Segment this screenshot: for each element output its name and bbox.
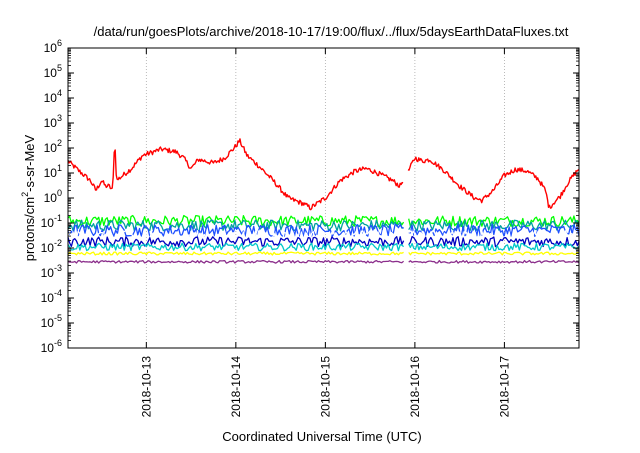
y-tick-label: 101: [44, 163, 62, 180]
series-line: [67, 219, 404, 232]
y-tick-label: 10-6: [41, 338, 62, 355]
y-tick-label: 104: [44, 88, 62, 105]
grid-lines: [145, 48, 505, 348]
series-layer: [67, 138, 580, 264]
series-line: [67, 214, 405, 228]
x-axis-label: Coordinated Universal Time (UTC): [222, 429, 421, 444]
series-0: [67, 138, 580, 211]
plot-frame: [67, 47, 580, 349]
y-axis-label-rest: -s-sr-MeV: [22, 134, 37, 191]
series-line: [67, 242, 405, 252]
series-line: [408, 259, 580, 264]
y-tick-label: 10-4: [41, 288, 62, 305]
series-line: [67, 251, 404, 256]
y-tick-label: 105: [44, 63, 62, 80]
y-tick-label: 103: [44, 113, 62, 130]
series-line: [67, 138, 404, 211]
y-axis-label-main: protons/cm: [22, 197, 37, 261]
series-line: [408, 251, 580, 256]
axis-ticks: 10-6 10-5 10-4 10-3 10-2 10-1 100 101 102 103 104 1…: [41, 38, 579, 417]
x-tick-label: 2018-10-14: [229, 356, 243, 418]
y-tick-label: 10-5: [41, 313, 62, 330]
series-2: [67, 219, 580, 232]
series-line: [67, 259, 405, 264]
series-line: [408, 215, 580, 228]
y-axis-label: protons/cm2-s-sr-MeV: [20, 134, 37, 261]
series-line: [67, 223, 404, 238]
y-tick-label: 10-2: [41, 238, 62, 255]
series-3: [67, 223, 580, 238]
y-tick-label: 102: [44, 138, 62, 155]
chart-title: /data/run/goesPlots/archive/2018-10-17/1…: [94, 24, 569, 39]
x-tick-label: 2018-10-13: [139, 356, 153, 418]
series-line: [408, 242, 580, 252]
y-tick-label: 100: [44, 188, 62, 205]
series-line: [67, 229, 405, 243]
series-1: [67, 214, 580, 228]
series-line: [408, 235, 580, 248]
series-6: [67, 242, 580, 252]
y-axis-label-superscript: 2: [20, 192, 30, 197]
y-tick-label: 106: [44, 38, 62, 55]
x-tick-label: 2018-10-17: [497, 356, 511, 418]
x-tick-label: 2018-10-15: [318, 356, 332, 418]
series-line: [67, 236, 405, 248]
y-tick-label: 10-3: [41, 263, 62, 280]
series-7: [67, 251, 580, 256]
series-line: [408, 219, 580, 232]
x-tick-label: 2018-10-16: [408, 356, 422, 418]
series-line: [407, 156, 580, 209]
series-line: [408, 223, 580, 238]
series-8: [67, 259, 580, 264]
y-tick-label: 10-1: [41, 213, 62, 230]
series-5: [67, 235, 580, 248]
